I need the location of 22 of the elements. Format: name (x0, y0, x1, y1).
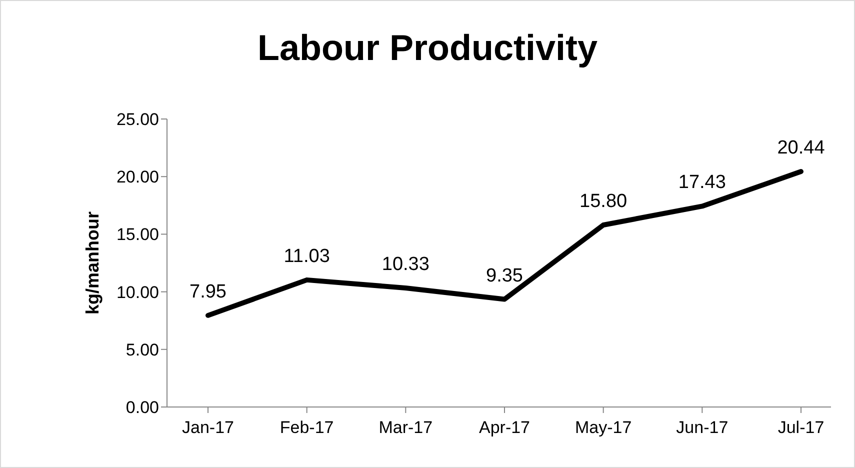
data-label: 20.44 (777, 138, 826, 159)
data-label: 7.95 (190, 281, 226, 302)
x-tick-label: Apr-17 (478, 418, 530, 438)
y-tick-label: 0.00 (126, 398, 159, 418)
data-label: 10.33 (382, 254, 430, 275)
x-tick-label: Jul-17 (778, 418, 824, 438)
x-tick-label: May-17 (574, 418, 632, 438)
x-tick-label: Mar-17 (378, 418, 433, 438)
data-label: 9.35 (486, 265, 523, 286)
x-tick-label: Jan-17 (182, 418, 234, 438)
x-tick-label: Feb-17 (280, 418, 334, 438)
y-tick-label: 10.00 (116, 282, 159, 302)
y-axis-title: kg/manhour (82, 211, 102, 315)
data-label: 17.43 (678, 172, 726, 194)
data-label: 11.03 (284, 246, 330, 267)
x-tick-label: Jun-17 (676, 418, 728, 438)
y-tick-label: 20.00 (116, 168, 159, 187)
chart-title: Labour Productivity (256, 27, 599, 69)
y-tick-label: 25.00 (116, 110, 159, 130)
y-tick-label: 5.00 (126, 340, 159, 360)
data-label: 15.80 (580, 190, 628, 212)
y-tick-label: 15.00 (116, 225, 159, 244)
